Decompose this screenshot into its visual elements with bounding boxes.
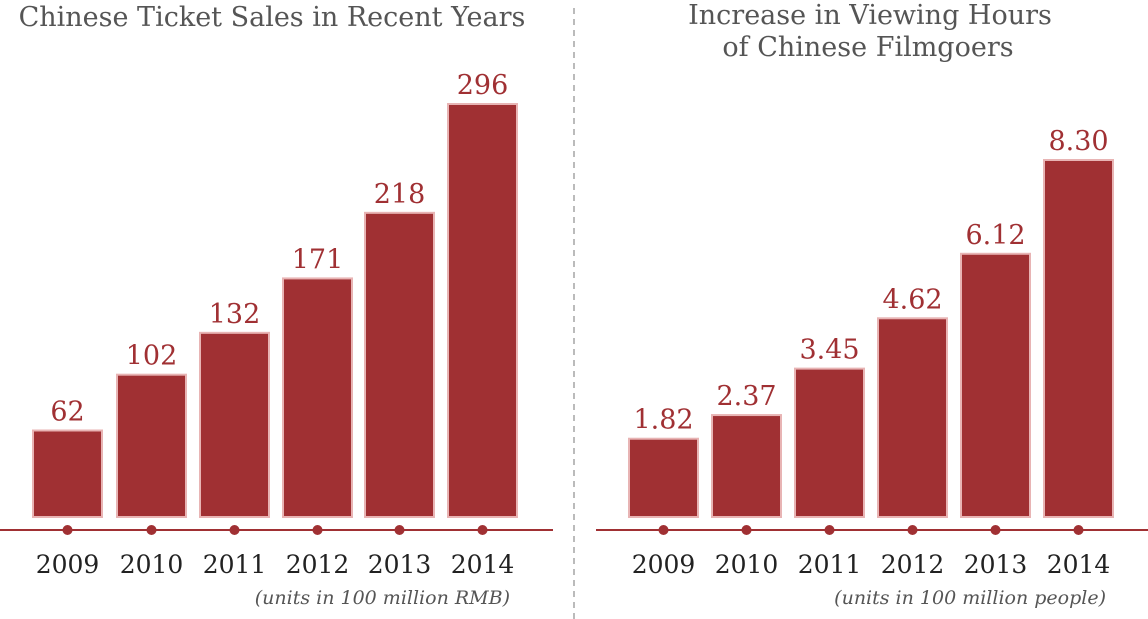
tick-label-2012: 2012 xyxy=(286,550,350,579)
bar-2013 xyxy=(364,211,435,518)
value-label-2012: 4.62 xyxy=(882,284,942,315)
tick-label-2013: 2013 xyxy=(964,550,1028,579)
tick-label-2013: 2013 xyxy=(368,550,432,579)
tick-dot-2013 xyxy=(394,525,405,535)
tick-dot-2010 xyxy=(146,525,157,535)
tick-label-2014: 2014 xyxy=(1047,550,1111,579)
tick-dot-2014 xyxy=(1073,525,1084,535)
bar-2009 xyxy=(32,429,103,519)
value-label-2009: 1.82 xyxy=(633,405,693,436)
tick-label-2011: 2011 xyxy=(203,550,267,579)
tick-label-2009: 2009 xyxy=(36,550,100,579)
value-label-2013: 218 xyxy=(374,179,426,210)
value-label-2014: 296 xyxy=(457,70,509,101)
bar-2013 xyxy=(960,252,1031,518)
chart-title: Chinese Ticket Sales in Recent Years xyxy=(19,2,526,33)
bar-2010 xyxy=(116,373,187,518)
chart-title-line-2: of Chinese Filmgoers xyxy=(722,32,1013,63)
tick-dot-2012 xyxy=(907,525,918,535)
tick-label-2012: 2012 xyxy=(881,550,945,579)
tick-label-2009: 2009 xyxy=(632,550,696,579)
ticket-sales-chart: Chinese Ticket Sales in Recent Years 62 20… xyxy=(0,2,553,609)
tick-label-2010: 2010 xyxy=(120,550,184,579)
tick-label-2014: 2014 xyxy=(451,550,515,579)
bar-2010 xyxy=(711,414,782,518)
tick-dot-2009 xyxy=(62,525,73,535)
bar-2014 xyxy=(1043,159,1114,518)
value-label-2009: 62 xyxy=(50,396,84,427)
bar-2009 xyxy=(628,437,699,519)
tick-dot-2014 xyxy=(477,525,488,535)
tick-dot-2013 xyxy=(990,525,1001,535)
tick-dot-2011 xyxy=(229,525,240,535)
bar-2011 xyxy=(794,367,865,518)
units-note: (units in 100 million people) xyxy=(834,587,1106,609)
value-label-2013: 6.12 xyxy=(965,220,1025,251)
bar-2012 xyxy=(282,277,353,518)
value-label-2014: 8.30 xyxy=(1048,126,1108,157)
value-label-2011: 132 xyxy=(209,299,261,330)
value-label-2011: 3.45 xyxy=(799,335,859,366)
tick-dot-2010 xyxy=(741,525,752,535)
tick-label-2011: 2011 xyxy=(798,550,862,579)
units-note: (units in 100 million RMB) xyxy=(255,587,510,609)
value-label-2012: 171 xyxy=(292,244,344,275)
bar-2011 xyxy=(199,331,270,518)
tick-label-2010: 2010 xyxy=(715,550,779,579)
chart-title-line-1: Increase in Viewing Hours xyxy=(688,0,1052,31)
tick-dot-2009 xyxy=(658,525,669,535)
bar-2012 xyxy=(877,317,948,518)
value-label-2010: 2.37 xyxy=(716,381,776,412)
value-label-2010: 102 xyxy=(126,341,178,372)
tick-dot-2012 xyxy=(312,525,323,535)
bar-2014 xyxy=(447,103,518,518)
tick-dot-2011 xyxy=(824,525,835,535)
